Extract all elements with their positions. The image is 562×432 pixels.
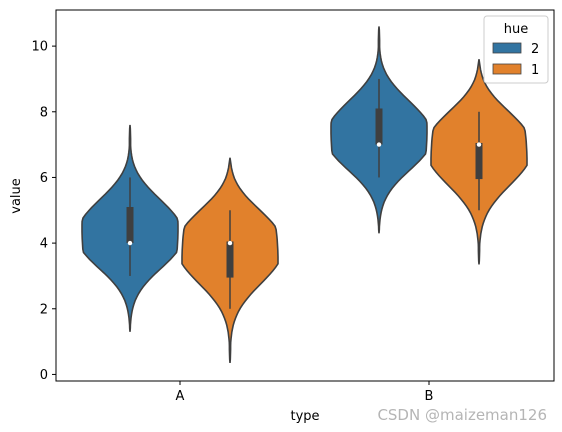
plot-frame (55, 9, 555, 382)
x-tick-label-b: B (425, 389, 434, 404)
y-tick-label-10: 10 (31, 40, 48, 55)
y-tick-label-0: 0 (40, 368, 48, 383)
y-axis-label: value (9, 178, 24, 214)
legend-label-series-1: 2 (531, 42, 539, 57)
y-tick-label-2: 2 (40, 302, 48, 317)
legend: hue 2 1 (483, 15, 549, 84)
legend-label-series-2: 1 (531, 63, 539, 78)
y-tick-label-4: 4 (40, 237, 48, 252)
legend-swatch-series-2 (492, 63, 522, 75)
violin-layer (81, 26, 528, 363)
median-dot-b-series-1 (376, 142, 382, 147)
iqr-box-b-series-2 (475, 142, 483, 180)
x-tick-label-a: A (176, 389, 185, 404)
median-dot-a-series-1 (127, 240, 133, 246)
y-tick-label-6: 6 (40, 171, 48, 186)
watermark: CSDN @maizeman126 (377, 406, 547, 424)
iqr-box-a-series-1 (126, 206, 134, 244)
iqr-box-b-series-1 (375, 108, 383, 145)
iqr-box-a-series-2 (226, 241, 234, 278)
median-dot-b-series-2 (476, 142, 482, 147)
legend-title: hue (504, 22, 528, 37)
y-tick-label-8: 8 (40, 105, 48, 120)
legend-swatch-series-1 (492, 42, 522, 54)
x-axis-label: type (290, 409, 319, 424)
y-axis: 0 2 4 6 8 10 (31, 40, 56, 383)
median-dot-a-series-2 (227, 240, 233, 246)
